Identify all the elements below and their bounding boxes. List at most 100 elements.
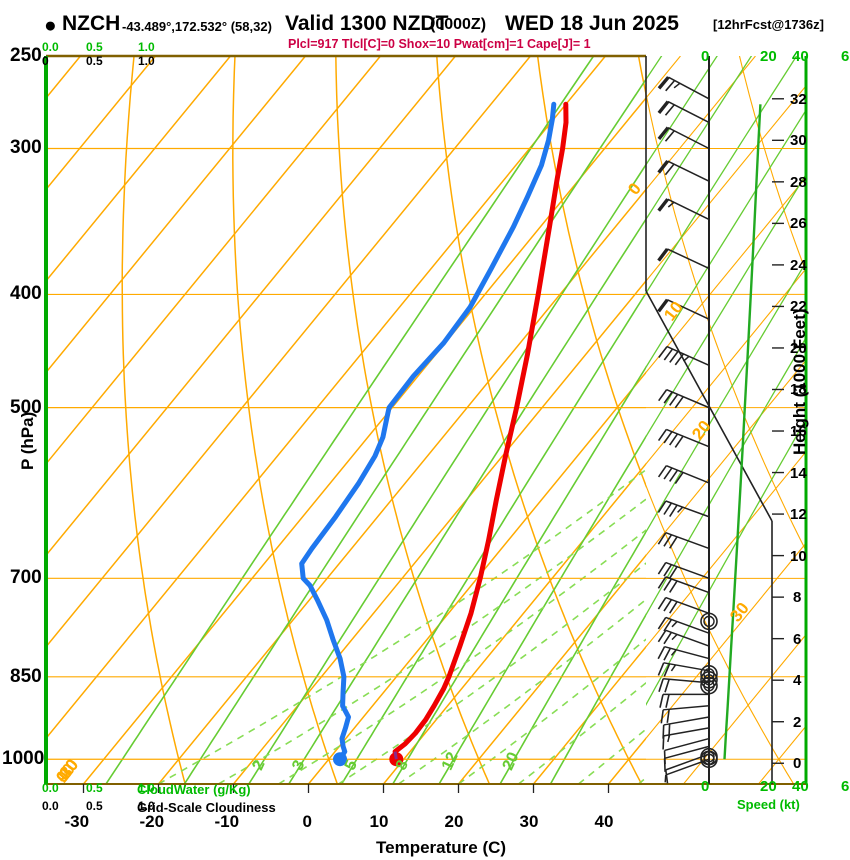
wind-barb-flag — [663, 534, 673, 547]
speed-tick-label: 40 — [792, 48, 809, 65]
wind-barb-flag — [657, 597, 667, 610]
wind-barb-shaft — [665, 629, 710, 647]
wind-barb-flag — [667, 201, 675, 208]
wind-barb-flag — [683, 355, 690, 362]
wind-barb-shaft — [667, 126, 710, 150]
wind-barb-flag — [664, 769, 669, 784]
wind-barb-shaft — [665, 576, 710, 594]
isotherm-line — [382, 462, 646, 784]
wind-barb-flag — [669, 536, 678, 549]
wind-barb-flag — [657, 247, 669, 262]
pressure-tick-label: 300 — [10, 137, 42, 159]
wind-barb-flag — [663, 631, 673, 645]
wind-barb-shaft — [666, 428, 710, 448]
wind-barb-flag — [657, 562, 667, 575]
station-bullet-icon: ● — [44, 14, 57, 37]
wind-barb-flag — [657, 100, 670, 114]
temperature-tick-label: 10 — [369, 812, 389, 831]
speed-tick-label: 6 — [841, 778, 850, 795]
wind-barb-flag — [671, 621, 678, 628]
isotherm-line — [46, 56, 532, 648]
valid-date: WED 18 Jun 2025 — [505, 12, 679, 35]
station-coords: -43.489°,172.532° (58,32) — [122, 19, 272, 34]
temperature-axis-label: Temperature (C) — [376, 838, 507, 857]
isotherm-line — [46, 56, 232, 283]
height-tick-label: 26 — [790, 215, 807, 233]
pressure-tick-label: 850 — [10, 665, 42, 687]
wind-barb-flag — [669, 601, 678, 614]
cloudiness-tick-top: 1.0 — [138, 54, 155, 68]
pressure-tick-label: 500 — [10, 396, 42, 418]
cloudiness-tick-bottom: 0.5 — [86, 799, 103, 813]
isotherm-line-right — [683, 633, 806, 784]
height-tick-label: 8 — [793, 589, 802, 607]
wind-barb-flag — [673, 82, 681, 89]
isotherm-line — [46, 56, 457, 557]
sounding-parameters: Plcl=917 Tlcl[C]=0 Shox=10 Pwat[cm]=1 Ca… — [288, 37, 591, 51]
wind-barb-flag — [669, 433, 679, 446]
mixing-ratio-label: 20 — [500, 750, 523, 773]
height-tick-label: 0 — [793, 755, 802, 773]
isotherm-line — [532, 645, 646, 784]
height-tick-label: 4 — [793, 672, 802, 690]
height-tick-label: 30 — [790, 132, 807, 150]
wind-barb-flag — [657, 76, 670, 90]
wind-barb-flag — [677, 506, 684, 513]
temperature-lcl-segment — [393, 751, 398, 760]
height-tick-label: 24 — [790, 256, 807, 274]
isotherm-line — [46, 56, 157, 191]
temperature-tick-label: -20 — [139, 812, 165, 831]
wind-barb-flag — [660, 709, 664, 724]
isotherm-line-right — [0, 56, 5, 784]
wind-barb-flag — [663, 467, 673, 480]
wind-barb-flag — [664, 774, 667, 783]
moist-adiabat-line — [278, 529, 646, 784]
wind-barb-flag — [663, 391, 673, 404]
isotherm-line — [307, 371, 646, 784]
wind-barb-flag — [669, 393, 679, 406]
height-tick-label: 10 — [790, 547, 807, 565]
wind-barb-shaft — [665, 532, 710, 550]
wind-barb-flag — [663, 647, 672, 661]
dry-adiabat-right — [646, 91, 806, 552]
temperature-tick-label: -30 — [64, 812, 90, 831]
dewpoint-curve — [299, 101, 557, 762]
wind-barb-flag — [657, 532, 667, 545]
temperature-tick-label: 40 — [594, 812, 614, 831]
wind-barb-flag — [663, 348, 674, 361]
wind-barb-shaft — [667, 198, 710, 221]
wind-barb-flag — [668, 723, 671, 738]
temperature-tick-label: 30 — [519, 812, 539, 831]
wind-barb-flag — [674, 471, 684, 485]
mixing-ratio-line — [438, 434, 646, 784]
wind-barb-flag — [669, 580, 678, 593]
wind-barb-shaft — [667, 100, 710, 124]
cloud-marker — [700, 612, 718, 631]
pressure-tick-label: 250 — [10, 45, 42, 66]
speed-tick-label: 0 — [701, 48, 710, 65]
wind-barb-flag — [657, 576, 667, 589]
wind-barb-flag — [663, 750, 666, 765]
forecast-info: [12hrFcst@1736z] — [713, 17, 824, 32]
height-curve — [723, 104, 762, 760]
cloudiness-tick-bottom: 1.0 — [138, 799, 155, 813]
wind-barb-flag — [666, 709, 670, 723]
isotherm-line-right — [646, 56, 756, 191]
wind-barb-flag — [657, 662, 665, 676]
pressure-tick-label: 1000 — [2, 748, 45, 770]
wind-barb-flag — [663, 564, 673, 577]
height-tick-label: 18 — [790, 381, 807, 399]
mixing-ratio-line — [499, 530, 646, 784]
height-tick-label: 28 — [790, 173, 807, 191]
wind-barb-flag — [657, 126, 670, 140]
cloudwater-tick-bottom: 1.0 — [138, 781, 155, 795]
mixing-ratio-line — [340, 291, 646, 784]
wind-barb-flag — [664, 104, 675, 116]
mixing-ratio-line — [105, 56, 595, 784]
wind-barb-flag — [669, 504, 678, 518]
wind-barb-flag — [663, 599, 673, 612]
wind-barb-flag — [669, 469, 679, 482]
wind-barb-shaft — [665, 596, 710, 615]
wind-barb-shaft — [667, 160, 710, 182]
